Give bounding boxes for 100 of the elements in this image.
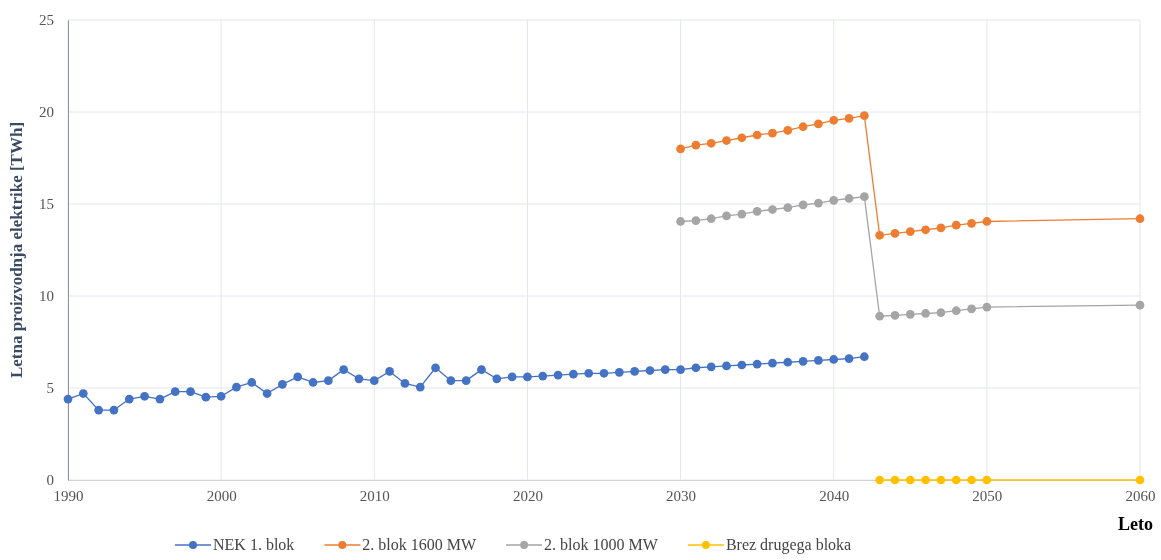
point: [752, 130, 762, 140]
point: [921, 475, 930, 485]
x-tick-label: 2060: [1125, 487, 1156, 504]
point: [951, 306, 961, 316]
point: [477, 365, 486, 374]
point: [94, 405, 103, 415]
point: [921, 309, 930, 318]
point: [691, 363, 701, 373]
point: [859, 352, 869, 362]
point: [859, 192, 869, 201]
point: [676, 144, 685, 154]
point: [936, 475, 946, 485]
point: [844, 114, 854, 123]
point: [967, 218, 976, 228]
point: [124, 394, 134, 404]
y-axis-title: Letna proizvodnja elektrike [TWh]: [7, 121, 26, 379]
point: [323, 376, 333, 385]
point: [905, 310, 915, 319]
point: [905, 227, 915, 236]
point: [446, 376, 456, 385]
point: [676, 365, 685, 374]
point: [783, 126, 793, 135]
point: [737, 209, 747, 219]
x-axis-title: Leto: [1118, 514, 1153, 534]
point: [706, 362, 716, 372]
x-tick-label: 1990: [53, 487, 84, 504]
point: [829, 355, 839, 364]
point: [798, 122, 808, 132]
point: [875, 311, 885, 321]
point: [951, 475, 961, 485]
point: [293, 372, 303, 382]
point: [262, 389, 272, 398]
point: [155, 394, 165, 404]
point: [78, 389, 88, 398]
point: [599, 368, 609, 378]
point: [538, 371, 548, 381]
point: [109, 405, 119, 415]
point: [354, 374, 364, 384]
point: [737, 133, 747, 143]
legend-label: 2. blok 1000 MW: [544, 536, 659, 553]
point: [385, 367, 394, 376]
point: [967, 304, 976, 314]
point: [1135, 214, 1145, 224]
point: [829, 195, 839, 205]
point: [814, 356, 823, 365]
point: [645, 366, 655, 375]
point: [369, 376, 379, 385]
point: [278, 379, 287, 389]
point: [553, 370, 563, 380]
point: [660, 365, 670, 374]
point: [415, 382, 425, 392]
y-tick-label: 25: [39, 12, 54, 29]
point: [722, 361, 731, 371]
legend-label: 2. blok 1600 MW: [362, 536, 477, 553]
point: [982, 475, 992, 485]
point: [982, 302, 992, 312]
x-tick-label: 2020: [512, 487, 543, 504]
point: [951, 220, 961, 230]
point: [140, 391, 149, 401]
point: [1135, 300, 1145, 310]
point: [186, 387, 195, 397]
point: [630, 367, 639, 376]
x-tick-label: 2040: [819, 487, 850, 504]
point: [431, 363, 440, 373]
point: [783, 357, 793, 367]
point: [936, 308, 946, 317]
x-tick-label: 2030: [666, 487, 697, 504]
point: [752, 359, 762, 369]
point: [507, 372, 517, 382]
point: [614, 368, 624, 377]
y-tick-label: 0: [46, 472, 54, 489]
point: [814, 119, 823, 129]
point: [232, 382, 241, 392]
point: [706, 214, 716, 224]
y-tick-label: 5: [46, 380, 54, 397]
x-tick-label: 2000: [206, 487, 237, 504]
point: [844, 354, 854, 363]
point: [523, 372, 532, 382]
point: [706, 138, 716, 148]
point: [768, 205, 777, 214]
point: [216, 391, 226, 401]
point: [875, 475, 885, 485]
point: [798, 200, 808, 210]
point: [722, 211, 731, 221]
point: [584, 368, 594, 378]
point: [890, 475, 900, 485]
point: [461, 376, 471, 385]
point: [722, 136, 731, 145]
y-tick-label: 10: [39, 288, 54, 305]
point: [308, 378, 318, 387]
point: [936, 223, 946, 233]
legend-label: Brez drugega bloka: [725, 536, 852, 554]
point: [492, 374, 502, 384]
point: [569, 369, 578, 379]
point: [890, 229, 900, 238]
point: [921, 225, 930, 235]
point: [783, 203, 793, 213]
legend-label: NEK 1. blok: [213, 536, 295, 553]
y-tick-label: 15: [39, 196, 54, 213]
point: [400, 379, 410, 388]
